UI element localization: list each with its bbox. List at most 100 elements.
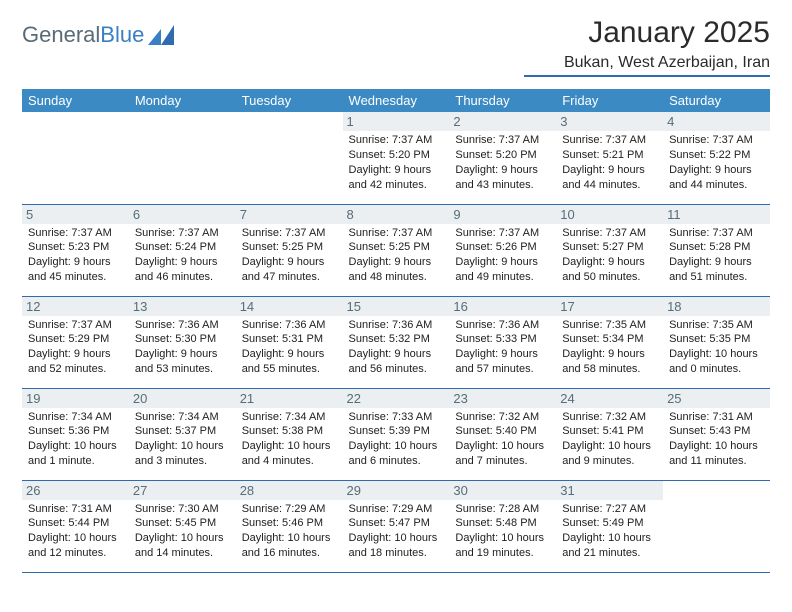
calendar-body: 1 Sunrise: 7:37 AMSunset: 5:20 PMDaylight… — [22, 112, 770, 572]
day-number: 21 — [236, 389, 343, 408]
day-info: Sunrise: 7:32 AMSunset: 5:41 PMDaylight:… — [562, 410, 657, 469]
month-title: January 2025 — [524, 16, 770, 50]
calendar-cell: 12Sunrise: 7:37 AMSunset: 5:29 PMDayligh… — [22, 296, 129, 388]
day-number: 30 — [449, 481, 556, 500]
day-info: Sunrise: 7:29 AMSunset: 5:47 PMDaylight:… — [349, 502, 444, 561]
day-number: 22 — [343, 389, 450, 408]
weekday-head: Monday — [129, 89, 236, 112]
day-number: 19 — [22, 389, 129, 408]
day-info: Sunrise: 7:34 AMSunset: 5:37 PMDaylight:… — [135, 410, 230, 469]
day-info: Sunrise: 7:37 AMSunset: 5:21 PMDaylight:… — [562, 133, 657, 192]
logo-word1: General — [22, 22, 100, 47]
day-number: 5 — [22, 205, 129, 224]
calendar-cell — [236, 112, 343, 204]
weekday-head: Thursday — [449, 89, 556, 112]
calendar-cell: 28Sunrise: 7:29 AMSunset: 5:46 PMDayligh… — [236, 480, 343, 572]
weekday-head: Sunday — [22, 89, 129, 112]
day-number: 15 — [343, 297, 450, 316]
day-info: Sunrise: 7:31 AMSunset: 5:43 PMDaylight:… — [669, 410, 764, 469]
calendar-cell: 25Sunrise: 7:31 AMSunset: 5:43 PMDayligh… — [663, 388, 770, 480]
calendar-cell: 4Sunrise: 7:37 AMSunset: 5:22 PMDaylight… — [663, 112, 770, 204]
calendar-cell: 16 Sunrise: 7:36 AMSunset: 5:33 PMDayligh… — [449, 296, 556, 388]
day-info: Sunrise: 7:36 AMSunset: 5:31 PMDaylight:… — [242, 318, 337, 377]
calendar-cell — [663, 480, 770, 572]
calendar-cell: 8 Sunrise: 7:37 AMSunset: 5:25 PMDaylight… — [343, 204, 450, 296]
day-info: Sunrise: 7:37 AMSunset: 5:28 PMDaylight:… — [669, 226, 764, 285]
day-info: Sunrise: 7:35 AMSunset: 5:35 PMDaylight:… — [669, 318, 764, 377]
calendar-cell: 20 Sunrise: 7:34 AMSunset: 5:37 PMDayligh… — [129, 388, 236, 480]
day-number: 8 — [343, 205, 450, 224]
day-number: 13 — [129, 297, 236, 316]
calendar-cell: 13Sunrise: 7:36 AMSunset: 5:30 PMDayligh… — [129, 296, 236, 388]
day-info: Sunrise: 7:31 AMSunset: 5:44 PMDaylight:… — [28, 502, 123, 561]
day-info: Sunrise: 7:37 AMSunset: 5:25 PMDaylight:… — [349, 226, 444, 285]
calendar-cell: 11 Sunrise: 7:37 AMSunset: 5:28 PMDayligh… — [663, 204, 770, 296]
day-number: 4 — [663, 112, 770, 131]
calendar-row: 5 Sunrise: 7:37 AMSunset: 5:23 PMDaylight… — [22, 204, 770, 296]
calendar-cell: 19 Sunrise: 7:34 AMSunset: 5:36 PMDayligh… — [22, 388, 129, 480]
calendar-row: 1 Sunrise: 7:37 AMSunset: 5:20 PMDaylight… — [22, 112, 770, 204]
calendar-cell: 14 Sunrise: 7:36 AMSunset: 5:31 PMDayligh… — [236, 296, 343, 388]
day-number: 27 — [129, 481, 236, 500]
day-number: 3 — [556, 112, 663, 131]
calendar-row: 12Sunrise: 7:37 AMSunset: 5:29 PMDayligh… — [22, 296, 770, 388]
calendar-cell: 23Sunrise: 7:32 AMSunset: 5:40 PMDayligh… — [449, 388, 556, 480]
calendar-row: 19 Sunrise: 7:34 AMSunset: 5:36 PMDayligh… — [22, 388, 770, 480]
calendar-cell — [129, 112, 236, 204]
day-number: 11 — [663, 205, 770, 224]
day-info: Sunrise: 7:37 AMSunset: 5:20 PMDaylight:… — [455, 133, 550, 192]
calendar-cell — [22, 112, 129, 204]
day-info: Sunrise: 7:37 AMSunset: 5:24 PMDaylight:… — [135, 226, 230, 285]
day-info: Sunrise: 7:32 AMSunset: 5:40 PMDaylight:… — [455, 410, 550, 469]
weekday-head: Wednesday — [343, 89, 450, 112]
calendar-cell: 10Sunrise: 7:37 AMSunset: 5:27 PMDayligh… — [556, 204, 663, 296]
day-number: 9 — [449, 205, 556, 224]
calendar-cell: 24 Sunrise: 7:32 AMSunset: 5:41 PMDayligh… — [556, 388, 663, 480]
calendar-cell: 2 Sunrise: 7:37 AMSunset: 5:20 PMDaylight… — [449, 112, 556, 204]
day-number: 2 — [449, 112, 556, 131]
calendar-cell: 3 Sunrise: 7:37 AMSunset: 5:21 PMDaylight… — [556, 112, 663, 204]
day-number: 12 — [22, 297, 129, 316]
logo-text: GeneralBlue — [22, 22, 144, 48]
logo-icon — [148, 25, 174, 45]
weekday-head: Friday — [556, 89, 663, 112]
day-number: 10 — [556, 205, 663, 224]
day-info: Sunrise: 7:33 AMSunset: 5:39 PMDaylight:… — [349, 410, 444, 469]
day-number: 14 — [236, 297, 343, 316]
day-info: Sunrise: 7:27 AMSunset: 5:49 PMDaylight:… — [562, 502, 657, 561]
calendar-cell: 6 Sunrise: 7:37 AMSunset: 5:24 PMDaylight… — [129, 204, 236, 296]
day-info: Sunrise: 7:36 AMSunset: 5:33 PMDaylight:… — [455, 318, 550, 377]
calendar-cell: 22 Sunrise: 7:33 AMSunset: 5:39 PMDayligh… — [343, 388, 450, 480]
day-number: 7 — [236, 205, 343, 224]
day-info: Sunrise: 7:37 AMSunset: 5:20 PMDaylight:… — [349, 133, 444, 192]
calendar-cell: 30Sunrise: 7:28 AMSunset: 5:48 PMDayligh… — [449, 480, 556, 572]
day-number: 18 — [663, 297, 770, 316]
day-number: 1 — [343, 112, 450, 131]
day-number: 26 — [22, 481, 129, 500]
day-info: Sunrise: 7:34 AMSunset: 5:38 PMDaylight:… — [242, 410, 337, 469]
calendar-row: 26 Sunrise: 7:31 AMSunset: 5:44 PMDayligh… — [22, 480, 770, 572]
day-number: 16 — [449, 297, 556, 316]
header: GeneralBlue January 2025 Bukan, West Aze… — [22, 16, 770, 77]
day-info: Sunrise: 7:36 AMSunset: 5:32 PMDaylight:… — [349, 318, 444, 377]
day-info: Sunrise: 7:35 AMSunset: 5:34 PMDaylight:… — [562, 318, 657, 377]
title-block: January 2025 Bukan, West Azerbaijan, Ira… — [524, 16, 770, 77]
location-label: Bukan, West Azerbaijan, Iran — [524, 54, 770, 77]
calendar-table: SundayMondayTuesdayWednesdayThursdayFrid… — [22, 89, 770, 573]
day-info: Sunrise: 7:37 AMSunset: 5:25 PMDaylight:… — [242, 226, 337, 285]
day-info: Sunrise: 7:34 AMSunset: 5:36 PMDaylight:… — [28, 410, 123, 469]
calendar-cell: 17 Sunrise: 7:35 AMSunset: 5:34 PMDayligh… — [556, 296, 663, 388]
calendar-cell: 21 Sunrise: 7:34 AMSunset: 5:38 PMDayligh… — [236, 388, 343, 480]
calendar-cell: 18 Sunrise: 7:35 AMSunset: 5:35 PMDayligh… — [663, 296, 770, 388]
calendar-cell: 29Sunrise: 7:29 AMSunset: 5:47 PMDayligh… — [343, 480, 450, 572]
day-number: 20 — [129, 389, 236, 408]
logo-word2: Blue — [100, 22, 144, 47]
calendar-cell: 7 Sunrise: 7:37 AMSunset: 5:25 PMDaylight… — [236, 204, 343, 296]
day-info: Sunrise: 7:37 AMSunset: 5:23 PMDaylight:… — [28, 226, 123, 285]
weekday-head: Tuesday — [236, 89, 343, 112]
day-number: 17 — [556, 297, 663, 316]
calendar-cell: 9Sunrise: 7:37 AMSunset: 5:26 PMDaylight… — [449, 204, 556, 296]
day-number: 6 — [129, 205, 236, 224]
logo: GeneralBlue — [22, 16, 174, 48]
day-number: 24 — [556, 389, 663, 408]
